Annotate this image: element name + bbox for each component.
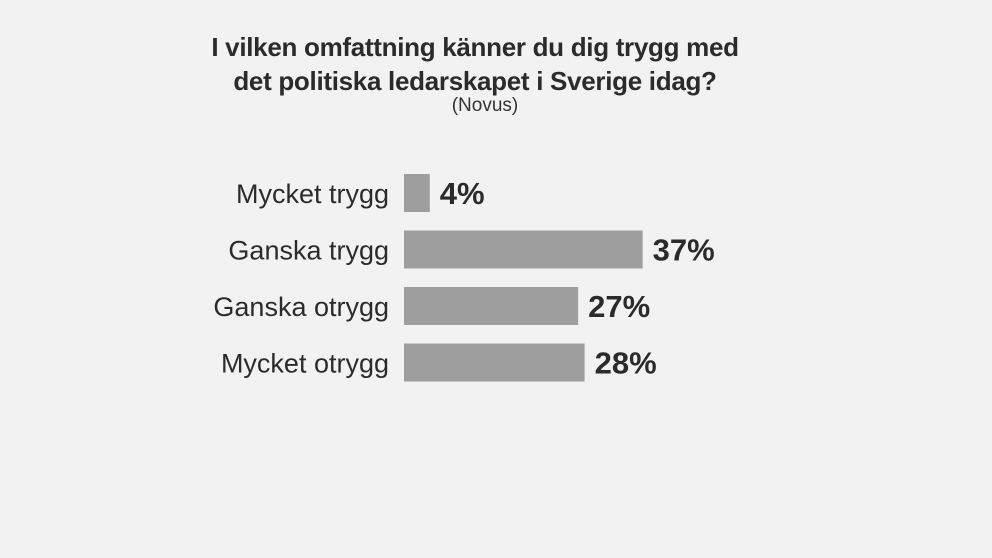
category-label-2: Ganska otrygg <box>213 292 389 322</box>
chart-title-line-1: I vilken omfattning känner du dig trygg … <box>211 32 739 62</box>
chart-subtitle: (Novus) <box>451 95 519 116</box>
bar-2 <box>404 287 579 325</box>
category-label-0: Mycket trygg <box>236 179 389 209</box>
value-label-2: 27% <box>588 289 650 324</box>
category-label-3: Mycket otrygg <box>221 349 389 379</box>
value-label-1: 37% <box>653 233 715 268</box>
bar-3 <box>404 343 585 382</box>
value-label-3: 28% <box>595 346 657 381</box>
bar-1 <box>404 230 643 269</box>
chart-title-line-2: det politiska ledarskapet i Sverige idag… <box>233 66 717 96</box>
category-label-1: Ganska trygg <box>228 236 389 266</box>
value-label-0: 4% <box>440 176 485 211</box>
bar-0 <box>404 174 430 212</box>
